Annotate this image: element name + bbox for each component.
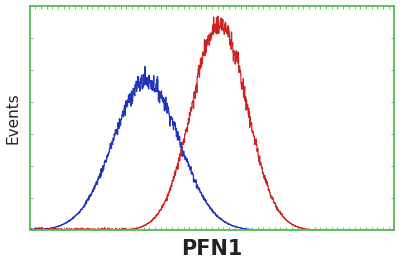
X-axis label: PFN1: PFN1 bbox=[181, 240, 243, 259]
Y-axis label: Events: Events bbox=[6, 92, 20, 144]
